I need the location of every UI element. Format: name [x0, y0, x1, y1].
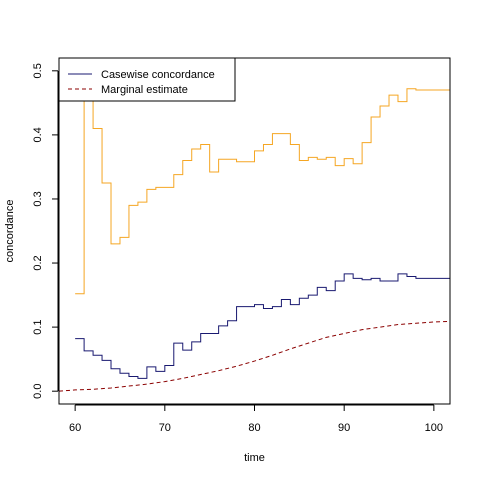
x-tick-label: 60 — [69, 422, 81, 434]
y-tick-label: 0.2 — [32, 255, 44, 270]
plot-frame — [58, 57, 451, 405]
x-tick-label: 100 — [425, 422, 443, 434]
y-axis-title: concordance — [4, 200, 16, 263]
legend: Casewise concordance Marginal estimate — [58, 57, 236, 102]
x-tick-label: 70 — [159, 422, 171, 434]
series-line-1 — [75, 76, 450, 295]
x-axis: 60 70 80 90 100 — [69, 404, 443, 434]
legend-label: Casewise concordance — [101, 69, 215, 81]
x-tick-label: 80 — [248, 422, 260, 434]
legend-label: Marginal estimate — [101, 84, 188, 96]
y-axis: 0.0 0.1 0.2 0.3 0.4 0.5 — [32, 63, 59, 399]
y-tick-label: 0.5 — [32, 63, 44, 78]
y-tick-label: 0.0 — [32, 384, 44, 399]
series-line-3 — [58, 320, 451, 392]
x-tick-label: 90 — [338, 422, 350, 434]
legend-box — [58, 57, 236, 102]
x-axis-title: time — [244, 452, 265, 464]
series-line-2 — [75, 273, 450, 379]
series-layer — [58, 76, 451, 392]
y-tick-label: 0.1 — [32, 319, 44, 334]
y-tick-label: 0.4 — [32, 127, 44, 142]
y-tick-label: 0.3 — [32, 191, 44, 206]
